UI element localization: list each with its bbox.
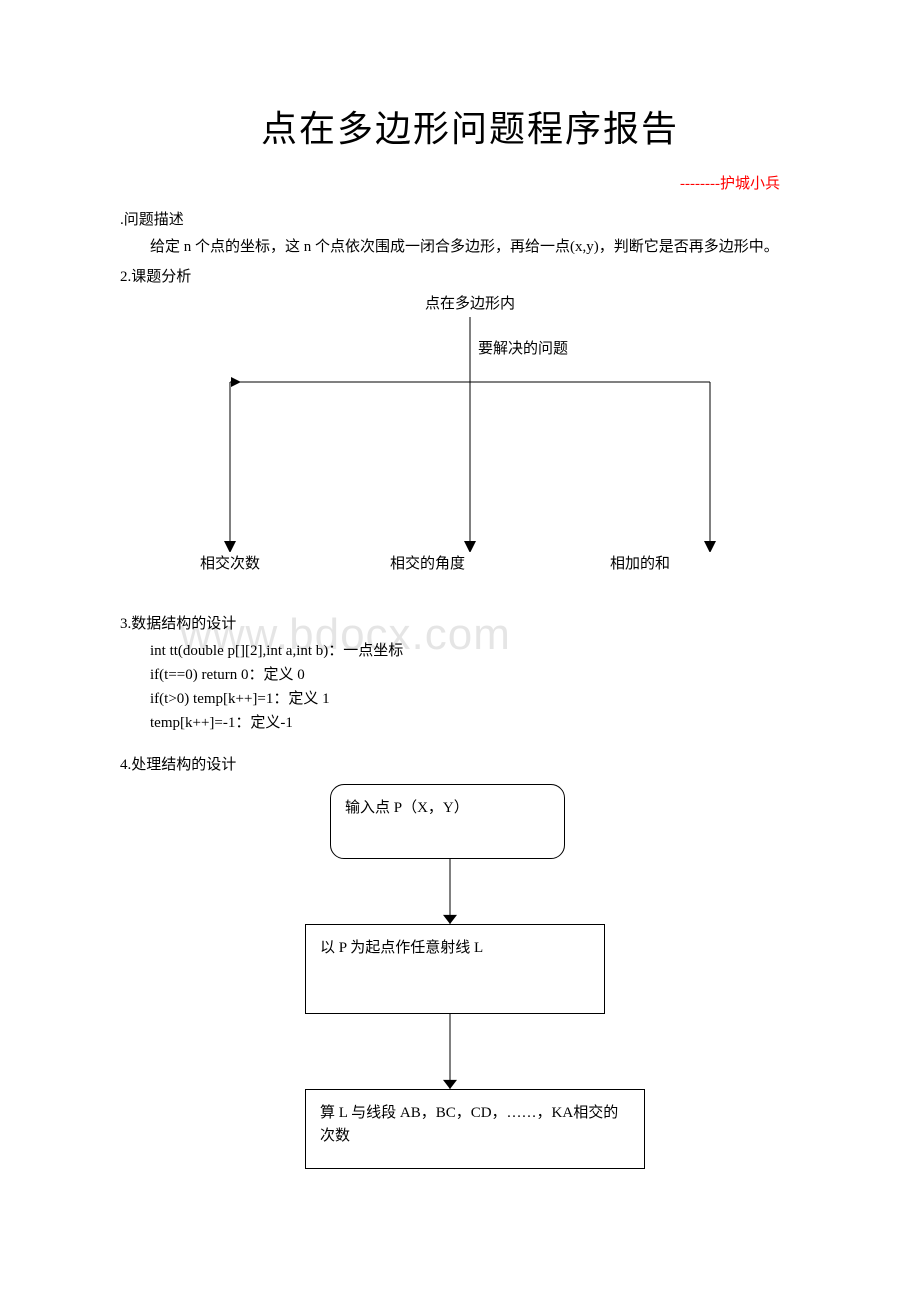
author-dashes: -------- [680,176,720,192]
section1-heading: .问题描述 [120,208,820,229]
page-title: 点在多边形问题程序报告 [120,100,820,152]
section2-heading: 2.课题分析 [120,265,820,286]
flow-box-3: 算 L 与线段 AB，BC，CD，……，KA相交的次数 [305,1089,645,1169]
author-line: --------护城小兵 [120,172,820,193]
tree-lines [120,312,820,552]
section3-heading: 3.数据结构的设计 [120,612,820,633]
section4-heading: 4.处理结构的设计 [120,753,820,774]
flow-box-1: 输入点 P（X，Y） [330,784,565,859]
flowchart: 输入点 P（X，Y） 以 P 为起点作任意射线 L 算 L 与线段 AB，BC，… [120,784,820,1214]
code-line-1: if(t==0) return 0：定义 0 [120,663,820,687]
flow-box-2: 以 P 为起点作任意射线 L [305,924,605,1014]
author-name: 护城小兵 [720,176,780,192]
tree-leaf-1: 相交次数 [200,552,260,573]
code-line-3: temp[k++]=-1：定义-1 [120,711,820,735]
section1-body: 给定 n 个点的坐标，这 n 个点依次围成一闭合多边形，再给一点(x,y)，判断… [120,235,820,259]
tree-leaf-2: 相交的角度 [390,552,465,573]
tree-leaf-3: 相加的和 [610,552,670,573]
code-line-0: int tt(double p[][2],int a,int b)：一点坐标 [120,639,820,663]
tree-root-label: 点在多边形内 [120,292,820,313]
analysis-tree: 点在多边形内 要解决的问题 相交次数 相交的角度 相加的和 [120,292,820,612]
code-line-2: if(t>0) temp[k++]=1：定义 1 [120,687,820,711]
